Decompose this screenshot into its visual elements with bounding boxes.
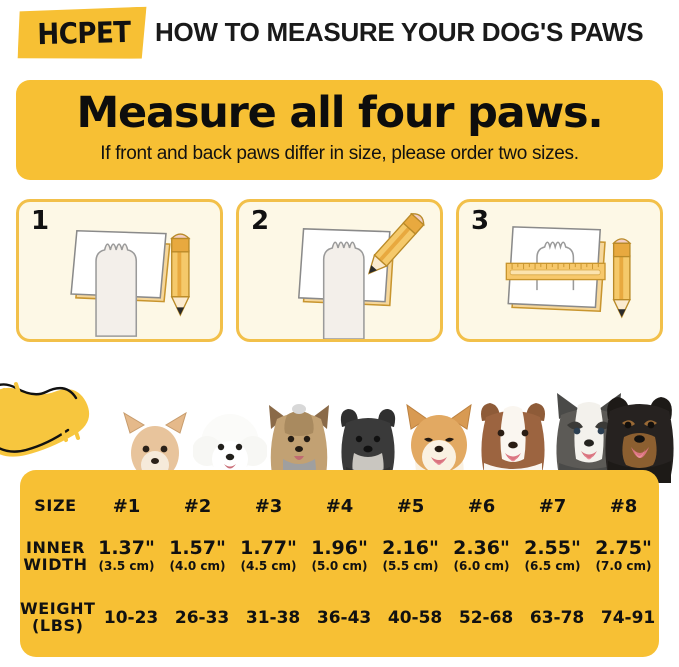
row-label-inner-width: INNER WIDTH: [23, 538, 88, 574]
width-cell-4: 1.96" (5.0 cm): [311, 537, 368, 574]
size-cell-1: #1: [112, 495, 141, 517]
weight-cell-1: 10-23: [103, 608, 159, 628]
decorative-bone-swoosh: [0, 382, 89, 457]
headline-subtitle: If front and back paws differ in size, p…: [100, 143, 579, 164]
weight-cell-2: 26-33: [174, 608, 230, 628]
headline-title: Measure all four paws.: [76, 88, 603, 138]
ruler-icon: [505, 262, 606, 281]
width-cell-8: 2.75" (7.0 cm): [595, 537, 652, 574]
pencil-icon: [612, 238, 632, 319]
step-number-1: 1: [31, 206, 50, 236]
dog-bichon-frise: [193, 414, 267, 483]
width-cell-6: 2.36" (6.0 cm): [453, 537, 510, 574]
pencil-icon: [170, 233, 191, 317]
page-title: HOW TO MEASURE YOUR DOG'S PAWS: [155, 17, 644, 47]
row-label-size: SIZE: [34, 495, 77, 515]
brand-logo-text: HCPET: [36, 14, 132, 52]
width-cell-2: 1.57" (4.0 cm): [169, 537, 226, 574]
weight-cell-4: 36-43: [316, 608, 372, 628]
weight-cell-3: 31-38: [245, 608, 301, 628]
step-card-3: 3: [456, 199, 663, 342]
page-header: HCPET HOW TO MEASURE YOUR DOG'S PAWS: [0, 0, 679, 72]
step-3-illustration: [505, 226, 632, 319]
step-number-2: 2: [251, 206, 270, 236]
size-cell-3: #3: [254, 495, 283, 517]
size-cell-4: #4: [325, 495, 354, 517]
table-row-inner-width: INNER WIDTH 1.37" (3.5 cm) 1.57" (4.0 cm) …: [20, 532, 659, 582]
table-row-size: SIZE #1 #2 #3 #4 #5 #6 #7 #8: [20, 492, 659, 520]
table-row-weight: WEIGHT (LBS) 10-23 26-33 31-38 36-43 40-…: [20, 596, 659, 640]
size-cell-8: #8: [609, 495, 638, 517]
step-1-illustration: [70, 229, 191, 337]
size-cell-6: #6: [467, 495, 496, 517]
weight-cell-6: 52-68: [458, 608, 514, 628]
size-cell-5: #5: [396, 495, 425, 517]
width-cell-3: 1.77" (4.5 cm): [240, 537, 297, 574]
width-cell-7: 2.55" (6.5 cm): [524, 537, 581, 574]
steps-row: 1 2: [16, 199, 663, 342]
pencil-icon: [367, 212, 425, 275]
headline-banner: Measure all four paws. If front and back…: [16, 80, 663, 180]
weight-cell-8: 74-91: [600, 608, 656, 628]
width-cell-1: 1.37" (3.5 cm): [98, 537, 155, 574]
weight-cell-5: 40-58: [387, 608, 443, 628]
step-2-illustration: [297, 212, 425, 339]
step-card-1: 1: [16, 199, 223, 342]
row-label-weight: WEIGHT (LBS): [20, 599, 96, 635]
step-card-2: 2: [236, 199, 443, 342]
dog-breeds-strip: [0, 368, 679, 483]
size-chart-table: SIZE #1 #2 #3 #4 #5 #6 #7 #8 INNER WIDTH…: [20, 470, 659, 657]
step-number-3: 3: [471, 206, 490, 236]
width-cell-5: 2.16" (5.5 cm): [382, 537, 439, 574]
weight-cell-7: 63-78: [529, 608, 585, 628]
dog-rottweiler: [605, 397, 674, 483]
size-cell-2: #2: [183, 495, 212, 517]
size-cell-7: #7: [538, 495, 567, 517]
